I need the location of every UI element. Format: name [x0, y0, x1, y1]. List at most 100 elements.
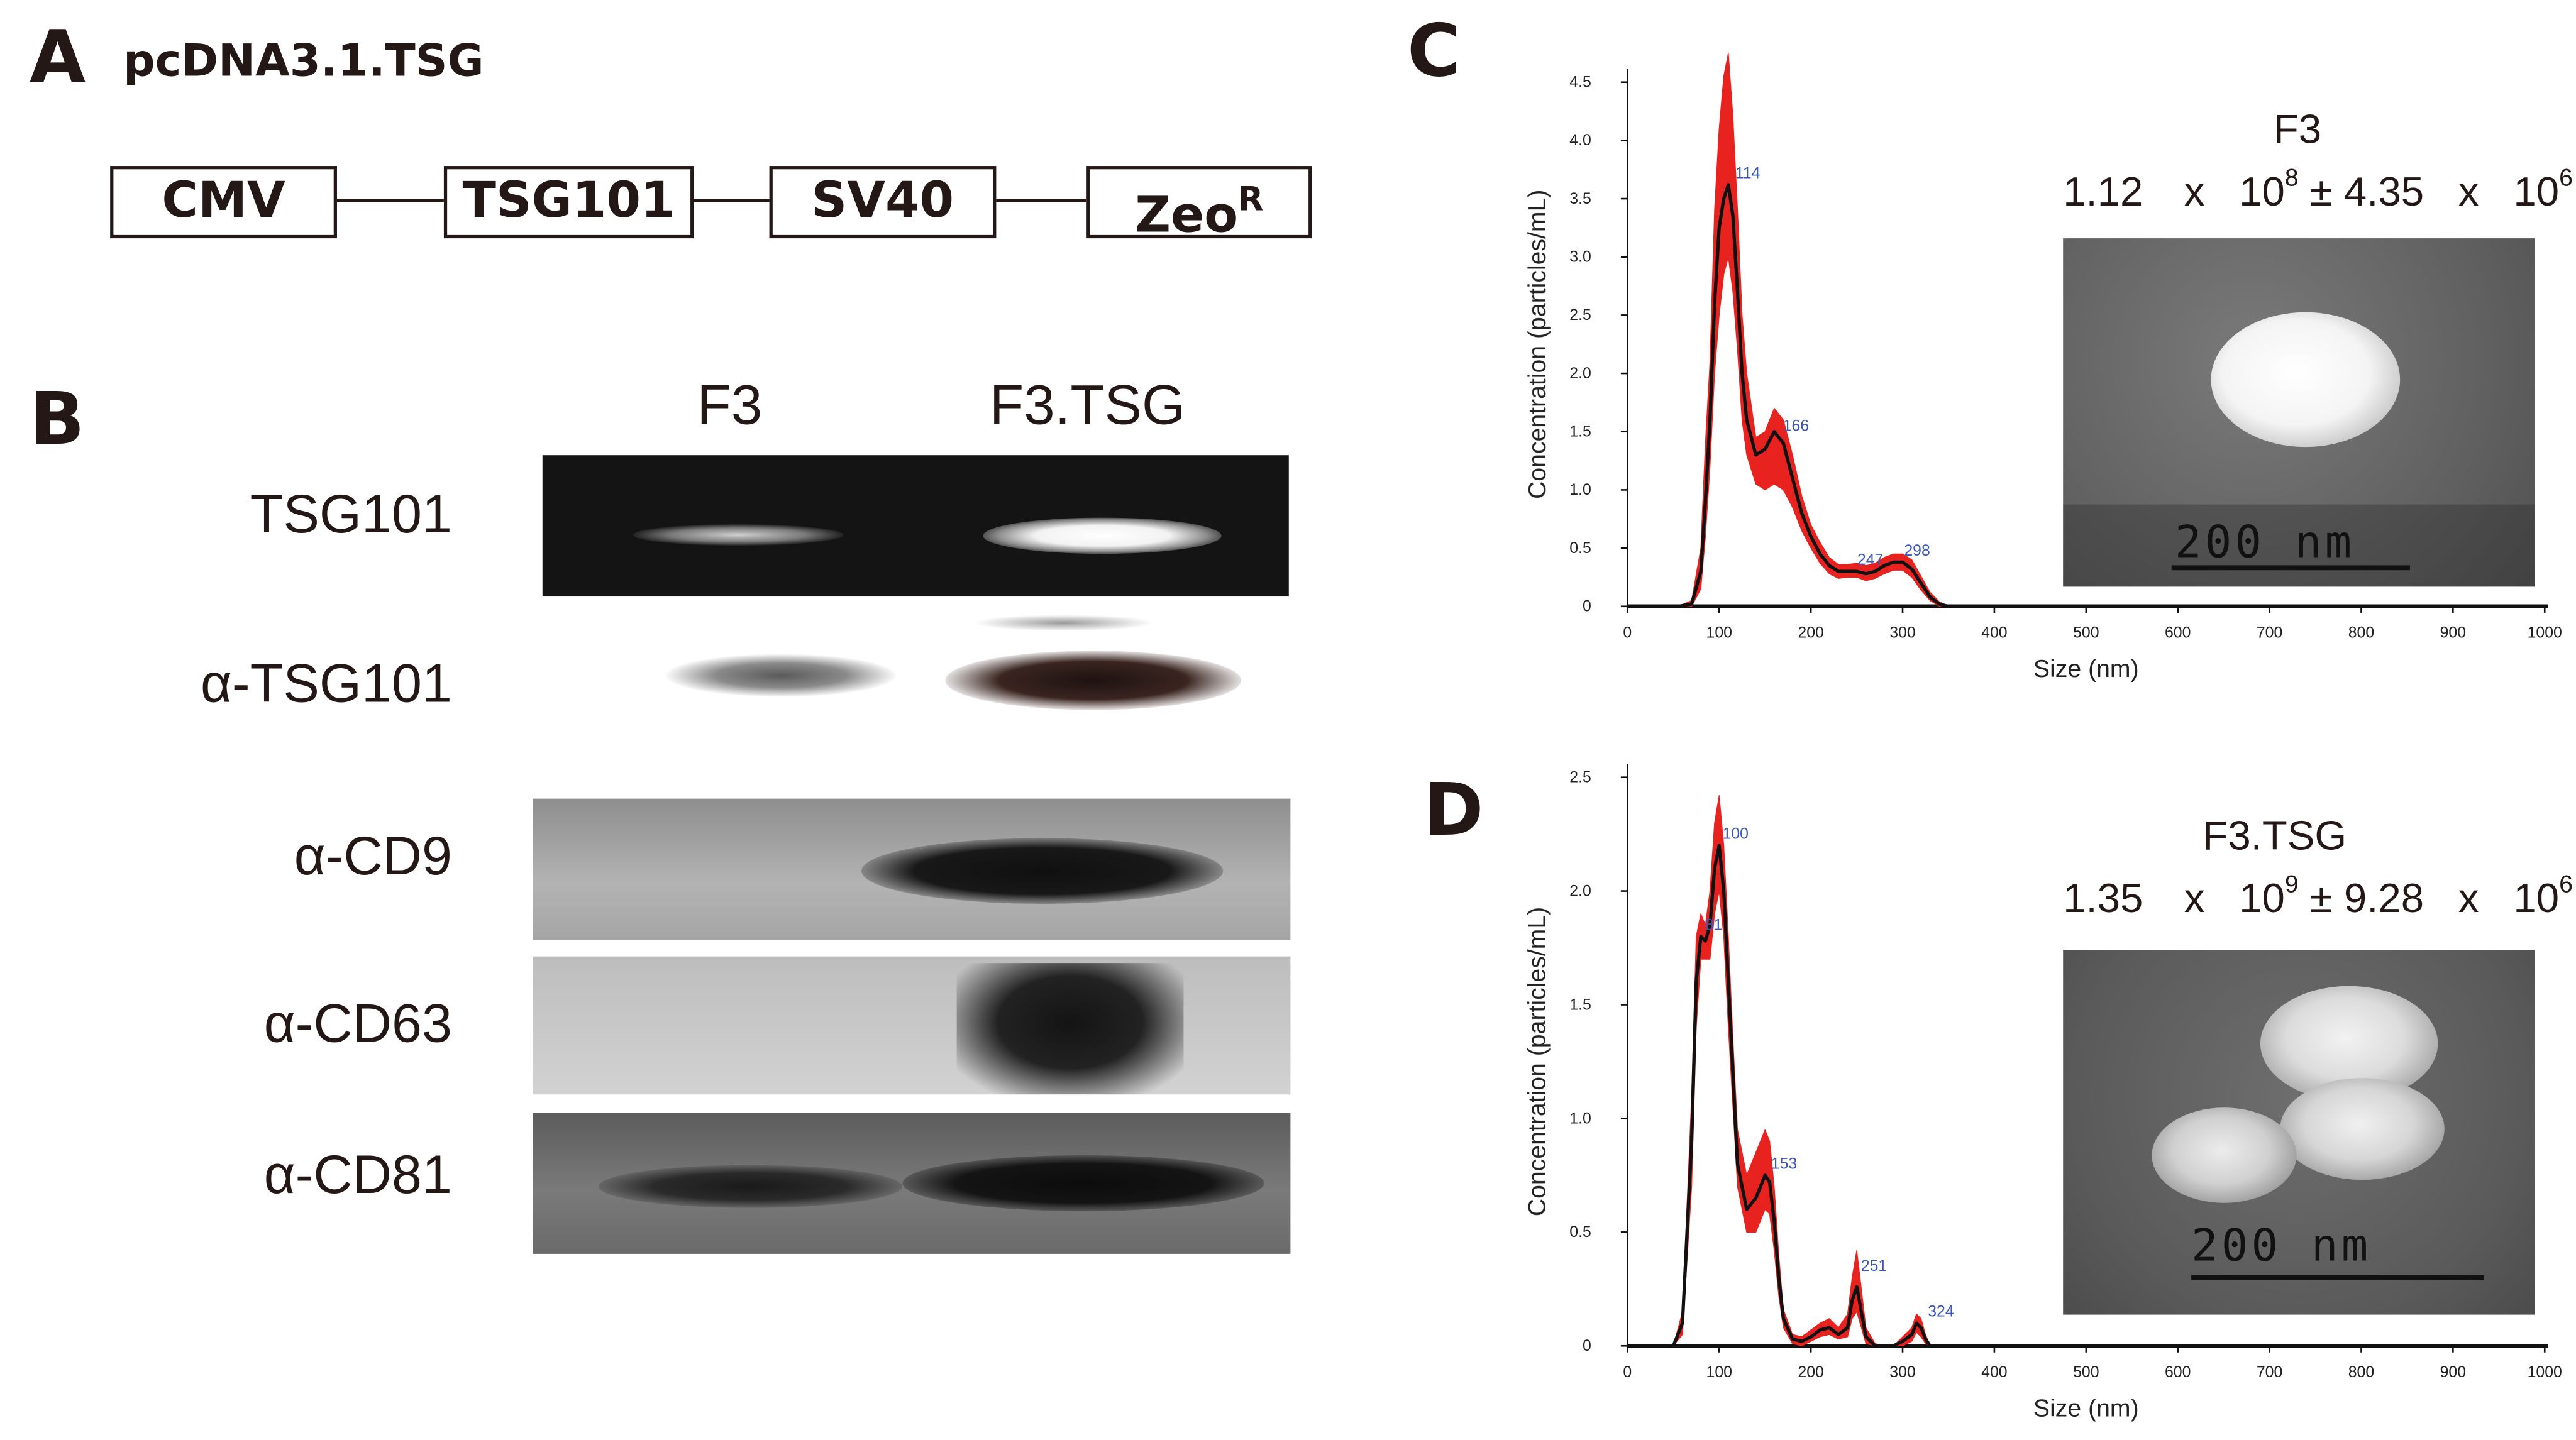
- plasmid-title: pcDNA3.1.TSG: [123, 36, 484, 87]
- exponent-base: 10: [2239, 169, 2285, 216]
- tem-image-f3: 200 nm: [2063, 238, 2535, 587]
- y-tick-label: 2.5: [1569, 307, 1591, 324]
- zeo-superscript: R: [1238, 179, 1264, 219]
- times-sign: x: [2458, 876, 2479, 922]
- x-tick-label: 600: [2165, 624, 2191, 641]
- times-sign: x: [2184, 169, 2205, 216]
- y-tick-label: 2.0: [1569, 882, 1591, 899]
- exponent: 6: [2559, 871, 2573, 899]
- x-tick-label: 800: [2348, 624, 2374, 641]
- scale-bar: [2171, 565, 2410, 571]
- anti-cd63-blot-image: [533, 956, 1291, 1095]
- exosome-vesicle: [2280, 1078, 2445, 1180]
- y-tick-label: 1.0: [1569, 481, 1591, 498]
- x-tick-label: 700: [2257, 624, 2282, 641]
- conc-value: 1.12: [2063, 169, 2143, 216]
- exponent-base: 10: [2513, 169, 2560, 216]
- x-axis-title: Size (nm): [2033, 1395, 2139, 1422]
- exponent: 8: [2284, 164, 2299, 192]
- y-tick-label: 0: [1583, 598, 1591, 615]
- peak-label: 247: [1857, 552, 1883, 569]
- zeo-label: Zeo: [1135, 187, 1239, 245]
- x-axis-title: Size (nm): [2033, 656, 2139, 683]
- x-tick-label: 900: [2440, 1364, 2466, 1381]
- connector-line: [994, 199, 1087, 202]
- x-tick-label: 100: [1706, 1364, 1732, 1381]
- peak-label: 324: [1928, 1304, 1954, 1321]
- scale-bar: [2191, 1275, 2484, 1280]
- x-tick-label: 1000: [2528, 624, 2562, 641]
- y-tick-label: 1.0: [1569, 1110, 1591, 1127]
- times-sign: x: [2184, 876, 2205, 922]
- y-tick-label: 3.5: [1569, 190, 1591, 207]
- anti-tsg101-blot-image: [542, 611, 1289, 735]
- tem-image-f3-tsg: 200 nm: [2063, 950, 2535, 1315]
- gel-band-f3-tsg: [983, 517, 1222, 554]
- peak-label: 100: [1722, 826, 1748, 843]
- blot-band-f3: [598, 1165, 903, 1208]
- y-tick-label: 1.5: [1569, 996, 1591, 1013]
- exponent: 9: [2284, 871, 2299, 899]
- blot-band-f3-tsg: [902, 1155, 1264, 1211]
- anti-cd81-blot-image: [533, 1113, 1291, 1254]
- y-tick-label: 2.5: [1569, 769, 1591, 786]
- peak-label: 298: [1904, 542, 1930, 559]
- x-tick-label: 700: [2257, 1364, 2282, 1381]
- panel-a-label: A: [30, 16, 86, 101]
- zeo-resistance-box: ZeoR: [1086, 166, 1312, 245]
- sv40-promoter-box: SV40: [769, 166, 997, 239]
- exponent-base: 10: [2239, 876, 2285, 922]
- tsg101-gene-box: TSG101: [443, 166, 694, 239]
- row-label-tsg101: TSG101: [250, 483, 452, 544]
- exosome-vesicle: [2211, 312, 2401, 448]
- peak-label: 114: [1735, 165, 1761, 182]
- connector-line: [335, 199, 444, 202]
- x-tick-label: 400: [1981, 624, 2007, 641]
- x-tick-label: 0: [1623, 624, 1632, 641]
- mean-size-line: [1627, 183, 2545, 608]
- x-tick-label: 200: [1798, 624, 1823, 641]
- scale-bar-label: 200 nm: [2191, 1221, 2372, 1272]
- x-tick-label: 100: [1706, 624, 1732, 641]
- blot-band-f3-tsg-upper: [973, 614, 1154, 631]
- y-tick-label: 3.0: [1569, 249, 1591, 266]
- cmv-promoter-box: CMV: [110, 166, 337, 239]
- concentration-d: 1.35 x 109 ± 9.28 x 106: [2063, 872, 2573, 922]
- row-label-anti-cd9: α-CD9: [294, 825, 452, 886]
- y-tick-label: 0.5: [1569, 1224, 1591, 1241]
- y-tick-label: 4.5: [1569, 74, 1591, 91]
- blot-band-f3-tsg: [861, 838, 1224, 904]
- row-label-anti-cd63: α-CD63: [263, 992, 452, 1053]
- x-tick-label: 800: [2348, 1364, 2374, 1381]
- plus-minus-value: ± 4.35: [2309, 169, 2424, 216]
- blot-band-f3-tsg: [956, 963, 1184, 1095]
- y-tick-label: 0: [1583, 1338, 1591, 1355]
- peak-label: 153: [1771, 1155, 1797, 1172]
- exponent: 6: [2559, 164, 2573, 192]
- tsg101-gel-image: [542, 455, 1289, 597]
- scale-bar-label: 200 nm: [2174, 517, 2355, 569]
- peak-label: 251: [1861, 1258, 1887, 1275]
- x-tick-label: 300: [1889, 1364, 1915, 1381]
- peak-label: 166: [1783, 418, 1809, 435]
- times-sign: x: [2458, 169, 2479, 216]
- exosome-vesicle: [2152, 1107, 2297, 1203]
- y-tick-label: 2.0: [1569, 365, 1591, 382]
- x-tick-label: 1000: [2528, 1364, 2562, 1381]
- connector-line: [692, 199, 770, 202]
- y-axis-title: Concentration (particles/mL): [1524, 907, 1551, 1216]
- anti-cd9-blot-image: [533, 798, 1291, 940]
- peak-label: 81: [1705, 916, 1723, 933]
- x-tick-label: 500: [2073, 624, 2099, 641]
- row-label-anti-tsg101: α-TSG101: [201, 652, 452, 713]
- x-tick-label: 300: [1889, 624, 1915, 641]
- panel-c-label: C: [1407, 9, 1461, 94]
- x-tick-label: 500: [2073, 1364, 2099, 1381]
- sample-name-d: F3.TSG: [2203, 813, 2347, 860]
- x-tick-label: 900: [2440, 624, 2466, 641]
- mean-size-line: [1627, 844, 2545, 1348]
- concentration-c: 1.12 x 108 ± 4.35 x 106: [2063, 166, 2573, 214]
- y-axis-title: Concentration (particles/mL): [1524, 190, 1551, 499]
